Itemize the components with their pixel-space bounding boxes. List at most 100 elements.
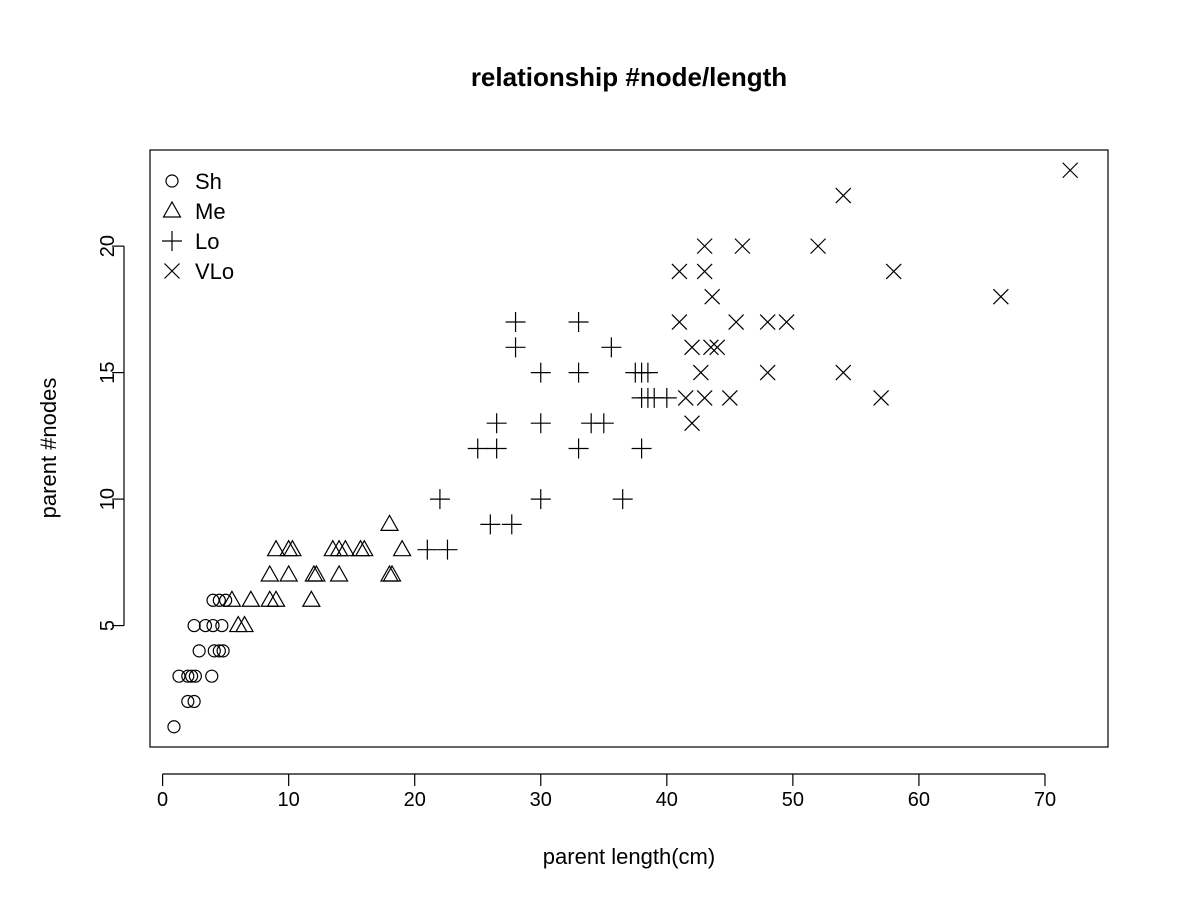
- data-point-me: [241, 590, 261, 607]
- legend-label-vlo: VLo: [195, 259, 234, 284]
- data-point-me: [329, 539, 349, 557]
- data-point-me: [329, 564, 349, 582]
- x-tick-label: 50: [782, 789, 804, 811]
- data-point-me: [392, 539, 412, 557]
- data-point-vlo: [692, 364, 709, 381]
- chart-title: relationship #node/length: [471, 62, 787, 92]
- data-point-vlo: [703, 339, 719, 356]
- legend-label-me: Me: [195, 199, 226, 224]
- data-point-vlo: [759, 364, 776, 381]
- data-point-me: [382, 564, 402, 582]
- data-point-me: [301, 590, 321, 607]
- data-point-vlo: [721, 389, 738, 406]
- data-point-lo: [501, 514, 522, 535]
- data-point-vlo: [873, 389, 890, 406]
- data-point-me: [282, 539, 302, 557]
- data-point-lo: [612, 489, 633, 510]
- legend-label-sh: Sh: [195, 169, 222, 194]
- data-point-lo: [530, 362, 551, 383]
- data-point-lo: [417, 539, 438, 560]
- y-tick-label: 5: [97, 620, 119, 631]
- data-point-sh: [212, 644, 226, 658]
- data-point-lo: [429, 489, 450, 510]
- data-point-vlo: [1062, 162, 1079, 179]
- data-point-me: [260, 564, 280, 582]
- data-point-vlo: [684, 415, 700, 432]
- data-point-vlo: [835, 364, 852, 381]
- data-point-sh: [184, 669, 199, 683]
- data-point-me: [354, 539, 374, 557]
- legend-symbol-vlo: [164, 263, 180, 279]
- y-tick-label: 10: [97, 488, 119, 510]
- legend-symbol-sh: [165, 174, 179, 188]
- data-point-sh: [188, 669, 202, 683]
- legend-item-vlo: VLo: [164, 259, 234, 284]
- data-point-sh: [181, 669, 195, 683]
- data-point-lo: [568, 312, 589, 333]
- data-point-lo: [486, 438, 507, 459]
- data-point-me: [235, 615, 255, 633]
- data-point-lo: [637, 362, 658, 383]
- x-tick-label: 0: [157, 789, 168, 811]
- y-axis-label: parent #nodes: [36, 378, 61, 519]
- data-point-lo: [505, 312, 526, 333]
- data-point-me: [266, 590, 286, 607]
- x-tick-label: 60: [908, 789, 930, 811]
- legend-label-lo: Lo: [195, 229, 219, 254]
- legend-symbol-me: [162, 200, 182, 218]
- x-tick-label: 20: [404, 789, 426, 811]
- x-tick-label: 30: [530, 789, 552, 811]
- data-point-me: [266, 539, 286, 557]
- data-point-lo: [631, 438, 652, 459]
- data-point-vlo: [704, 288, 721, 305]
- data-point-vlo: [728, 314, 745, 330]
- data-point-sh: [181, 694, 195, 709]
- data-point-me: [379, 514, 400, 531]
- data-point-sh: [167, 720, 181, 734]
- data-point-vlo: [696, 263, 713, 280]
- data-point-lo: [467, 438, 488, 459]
- data-point-sh: [192, 644, 206, 658]
- data-point-vlo: [684, 339, 700, 356]
- data-point-lo: [437, 539, 458, 560]
- data-point-vlo: [835, 187, 852, 204]
- legend-symbol-lo: [162, 231, 182, 251]
- data-point-vlo: [885, 263, 902, 280]
- y-tick-label: 20: [97, 235, 119, 257]
- data-point-sh: [187, 694, 201, 709]
- data-point-lo: [656, 387, 677, 408]
- data-point-lo: [530, 413, 551, 434]
- data-point-lo: [505, 337, 526, 358]
- data-point-vlo: [671, 263, 688, 280]
- data-point-me: [260, 590, 280, 607]
- data-point-me: [306, 564, 326, 582]
- data-point-me: [335, 539, 355, 557]
- data-point-me: [279, 564, 299, 582]
- data-point-sh: [215, 618, 229, 633]
- series-vlo: [671, 162, 1079, 432]
- data-point-me: [379, 564, 400, 582]
- y-axis: 5 10 15 20: [97, 235, 125, 631]
- data-point-me: [222, 590, 242, 607]
- data-point-vlo: [671, 314, 688, 330]
- legend: Sh Me Lo VLo: [162, 169, 234, 284]
- data-point-vlo: [778, 314, 795, 330]
- data-point-lo: [568, 438, 589, 459]
- data-point-sh: [172, 669, 186, 683]
- x-tick-label: 10: [278, 789, 300, 811]
- plot-frame: [149, 149, 1109, 748]
- series-sh: [167, 593, 233, 734]
- data-point-lo: [486, 413, 507, 434]
- series-me: [222, 514, 412, 633]
- data-point-me: [304, 564, 324, 582]
- data-point-vlo: [677, 389, 694, 406]
- data-point-sh: [198, 618, 213, 633]
- data-point-lo: [480, 514, 501, 535]
- data-point-sh: [205, 669, 219, 683]
- data-point-sh: [207, 644, 221, 658]
- data-point-vlo: [709, 339, 726, 356]
- data-points: [167, 162, 1079, 734]
- x-tick-label: 70: [1034, 789, 1056, 811]
- x-axis: 0 10 20 30 40 50 60 70: [157, 773, 1056, 811]
